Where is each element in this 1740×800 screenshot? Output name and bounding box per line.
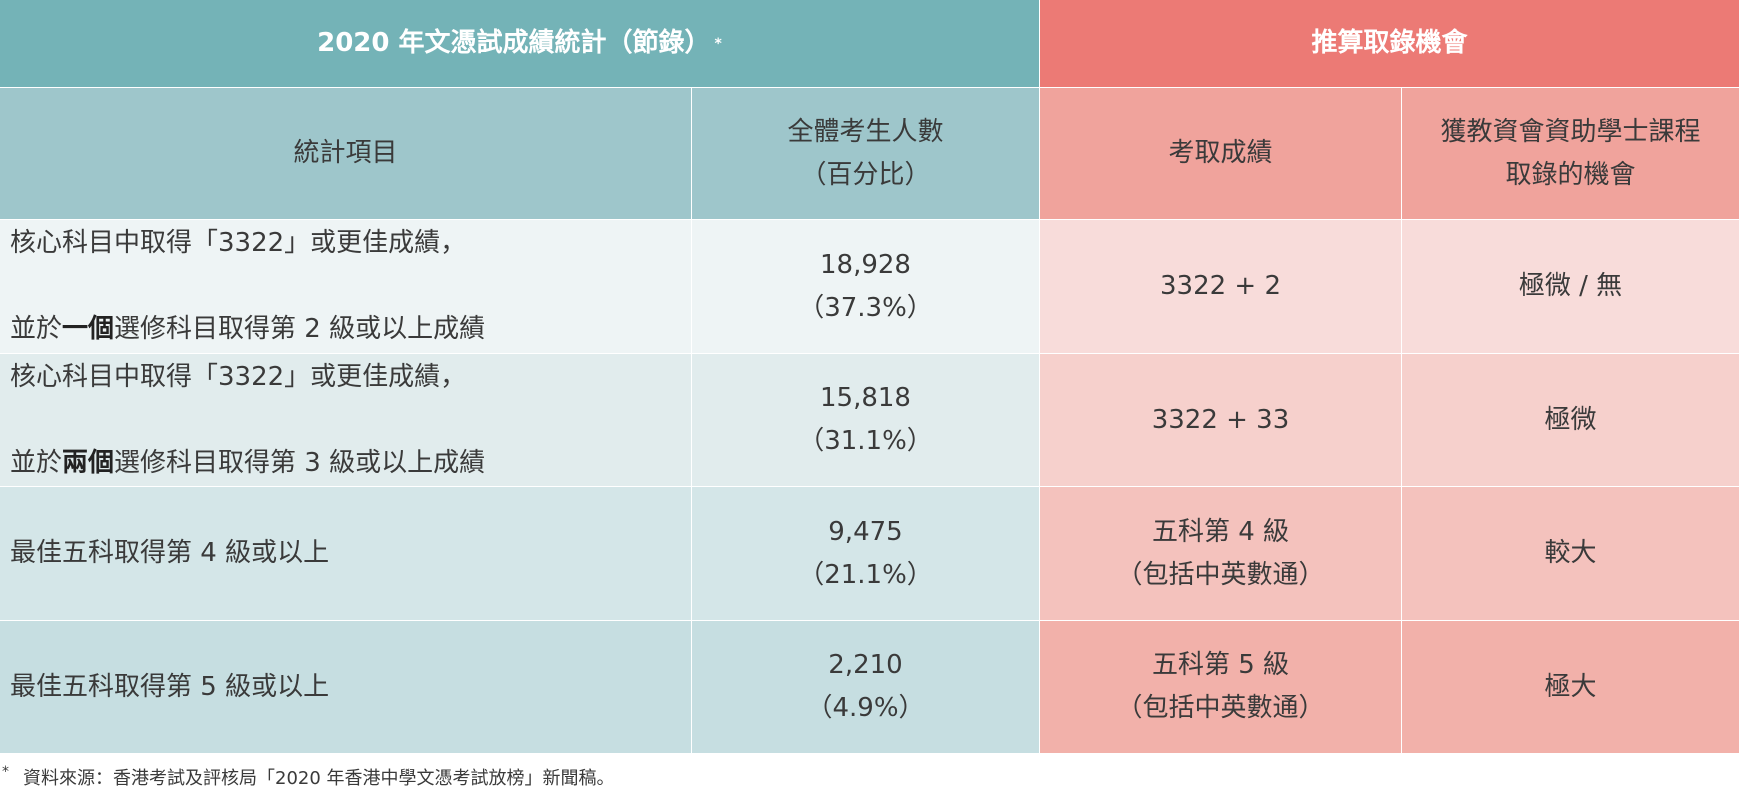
- table-row-3-chance: 較大: [1402, 487, 1740, 621]
- table-row-1-grade: 3322 + 2: [1040, 220, 1402, 354]
- source-footnote: * 資料來源：香港考試及評核局「2020 年香港中學文憑考試放榜」新聞稿。: [2, 764, 615, 790]
- column-header-count: 全體考生人數 （百分比）: [692, 88, 1040, 220]
- table-row-4-item: 最佳五科取得第 5 級或以上: [0, 621, 692, 754]
- row-1-item-line1: 核心科目中取得「3322」或更佳成績，: [10, 228, 467, 258]
- row-1-item-line2: 並於一個選修科目取得第 2 級或以上成績: [10, 314, 486, 344]
- column-header-chance: 獲教資會資助學士課程 取錄的機會: [1402, 88, 1740, 220]
- statistics-title: 2020 年文憑試成績統計（節錄）: [317, 28, 711, 58]
- table-row-4-grade: 五科第 5 級 （包括中英數通）: [1040, 621, 1402, 754]
- column-header-grade: 考取成績: [1040, 88, 1402, 220]
- table-row-4-count: 2,210 （4.9%）: [692, 621, 1040, 754]
- table-row-2-grade: 3322 + 33: [1040, 354, 1402, 487]
- row-1-emphasis: 一個: [62, 314, 115, 344]
- admission-chance-header: 推算取錄機會: [1040, 0, 1740, 88]
- table-row-2-item: 核心科目中取得「3322」或更佳成績， 並於兩個選修科目取得第 3 級或以上成績: [0, 354, 692, 487]
- table-row-3-grade: 五科第 4 級 （包括中英數通）: [1040, 487, 1402, 621]
- row-2-item-line1: 核心科目中取得「3322」或更佳成績，: [10, 361, 467, 392]
- footnote-text: 資料來源：香港考試及評核局「2020 年香港中學文憑考試放榜」新聞稿。: [23, 768, 615, 789]
- table-row-4-chance: 極大: [1402, 621, 1740, 754]
- table-row-1-chance: 極微 / 無: [1402, 220, 1740, 354]
- table-row-3-count: 9,475 （21.1%）: [692, 487, 1040, 621]
- column-header-item: 統計項目: [0, 88, 692, 220]
- table-row-1-count: 18,928 （37.3%）: [692, 220, 1040, 354]
- admission-chance-title: 推算取錄機會: [1311, 28, 1468, 58]
- table-row-2-count: 15,818 （31.1%）: [692, 354, 1040, 487]
- footnote-mark: *: [2, 764, 9, 780]
- row-2-item-line2: 並於兩個選修科目取得第 3 級或以上成績: [10, 447, 486, 478]
- statistics-header: 2020 年文憑試成績統計（節錄） *: [0, 0, 1040, 88]
- results-table: 2020 年文憑試成績統計（節錄） * 推算取錄機會 統計項目 全體考生人數 （百…: [0, 0, 1740, 754]
- table-row-3-item: 最佳五科取得第 4 級或以上: [0, 487, 692, 621]
- table-row-1-item: 核心科目中取得「3322」或更佳成績， 並於一個選修科目取得第 2 級或以上成績: [0, 220, 692, 354]
- table-row-2-chance: 極微: [1402, 354, 1740, 487]
- row-2-emphasis: 兩個: [62, 447, 115, 478]
